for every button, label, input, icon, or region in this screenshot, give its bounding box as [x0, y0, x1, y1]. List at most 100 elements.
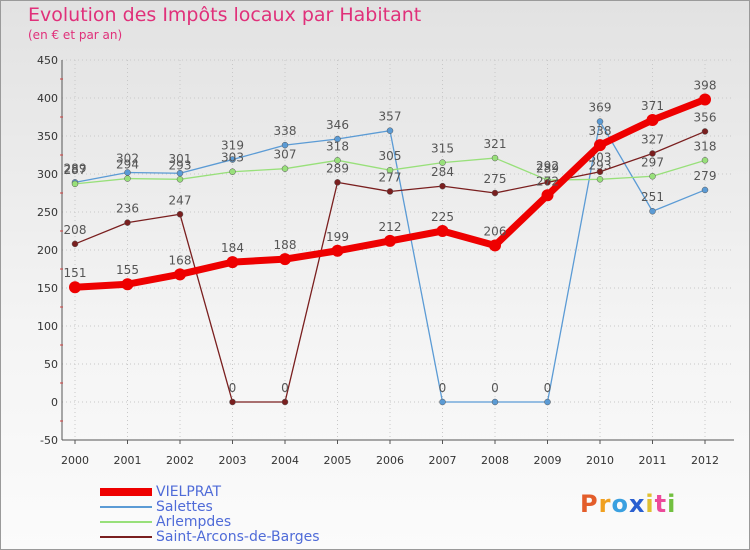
data-label: 321 — [484, 137, 507, 151]
data-point — [386, 188, 394, 195]
data-label: 277 — [379, 170, 402, 184]
y-tick-label: 250 — [37, 206, 58, 219]
legend-item: Arlempdes — [100, 514, 231, 530]
legend-swatch — [100, 488, 152, 496]
data-label: 188 — [274, 238, 297, 252]
data-label: 236 — [116, 202, 139, 216]
data-label: 318 — [694, 139, 717, 153]
data-point — [69, 281, 81, 294]
data-label: 297 — [641, 155, 664, 169]
data-point — [279, 253, 291, 266]
data-point — [436, 225, 449, 237]
data-point — [596, 176, 604, 183]
data-point — [596, 168, 604, 175]
data-label: 199 — [326, 230, 349, 244]
data-label: 303 — [221, 151, 244, 165]
logo-letter: t — [654, 490, 668, 518]
logo-letter: P — [580, 490, 599, 518]
data-point — [229, 398, 236, 406]
chart-title: Evolution des Impôts locaux par Habitant — [28, 4, 422, 26]
data-label: 315 — [431, 142, 454, 156]
data-label: 319 — [221, 139, 244, 153]
data-label: 346 — [326, 118, 349, 132]
data-point — [544, 398, 551, 406]
data-label: 357 — [379, 110, 402, 124]
data-label: 287 — [64, 163, 87, 177]
x-tick-label: 2001 — [114, 454, 142, 467]
data-point — [439, 398, 446, 406]
data-point — [121, 278, 134, 291]
data-point — [281, 141, 289, 149]
data-point — [71, 180, 79, 188]
data-point — [594, 139, 606, 152]
data-label: 168 — [169, 253, 192, 267]
legend-swatch — [100, 521, 152, 523]
logo-letter: i — [645, 490, 655, 518]
x-tick-label: 2011 — [639, 454, 667, 467]
data-point — [71, 240, 79, 248]
x-tick-label: 2003 — [219, 454, 247, 467]
legend-item: Salettes — [100, 499, 213, 515]
data-label: 301 — [169, 152, 192, 166]
legend-swatch — [100, 536, 152, 538]
data-label: 206 — [484, 224, 507, 238]
data-point — [439, 159, 446, 166]
logo-letter: o — [611, 490, 629, 518]
y-tick-label: 200 — [37, 244, 58, 257]
y-tick-label: 300 — [37, 168, 58, 181]
data-point — [229, 156, 236, 163]
legend-label: VIELPRAT — [156, 484, 221, 500]
data-point — [699, 93, 711, 106]
data-point — [544, 179, 551, 186]
data-label: 302 — [116, 151, 139, 165]
data-point — [334, 179, 341, 186]
data-label: 212 — [379, 220, 402, 234]
data-point — [701, 186, 709, 194]
x-tick-label: 2002 — [166, 454, 194, 467]
data-point — [701, 157, 709, 164]
data-label: 398 — [694, 79, 717, 93]
data-point — [646, 114, 659, 127]
data-point — [334, 157, 341, 164]
data-label: 289 — [64, 161, 87, 175]
y-tick-label: 450 — [37, 54, 58, 67]
data-label: 272 — [536, 174, 559, 188]
data-point — [491, 154, 499, 162]
x-tick-label: 2006 — [376, 454, 404, 467]
data-label: 293 — [169, 158, 192, 172]
data-label: 247 — [169, 193, 192, 207]
data-point — [649, 207, 656, 215]
data-point — [649, 150, 656, 157]
legend-label: Arlempdes — [156, 514, 232, 530]
y-tick-label: -50 — [40, 434, 58, 447]
data-label: 369 — [589, 101, 612, 115]
data-label: 289 — [326, 161, 349, 175]
x-tick-label: 2010 — [586, 454, 614, 467]
data-label: 305 — [379, 149, 402, 163]
data-label: 294 — [116, 158, 139, 172]
data-label: 251 — [641, 190, 664, 204]
y-tick-label: 150 — [37, 282, 58, 295]
data-label: 151 — [64, 266, 87, 280]
data-label: 284 — [431, 165, 454, 179]
x-tick-label: 2008 — [481, 454, 509, 467]
data-point — [281, 165, 289, 172]
legend-swatch — [100, 506, 152, 508]
data-label: 356 — [694, 110, 717, 124]
data-point — [124, 175, 131, 182]
data-label: 371 — [641, 99, 664, 113]
data-point — [384, 234, 396, 247]
chart-subtitle: (en € et par an) — [28, 28, 123, 42]
y-tick-label: 50 — [44, 358, 58, 371]
data-label: 208 — [64, 223, 87, 237]
data-label: 275 — [484, 172, 507, 186]
data-label: 293 — [589, 158, 612, 172]
x-tick-label: 2012 — [691, 454, 719, 467]
data-label: 338 — [589, 124, 612, 138]
data-point — [331, 244, 344, 257]
legend-label: Salettes — [156, 499, 213, 515]
data-point — [176, 176, 184, 183]
data-point — [174, 268, 186, 281]
